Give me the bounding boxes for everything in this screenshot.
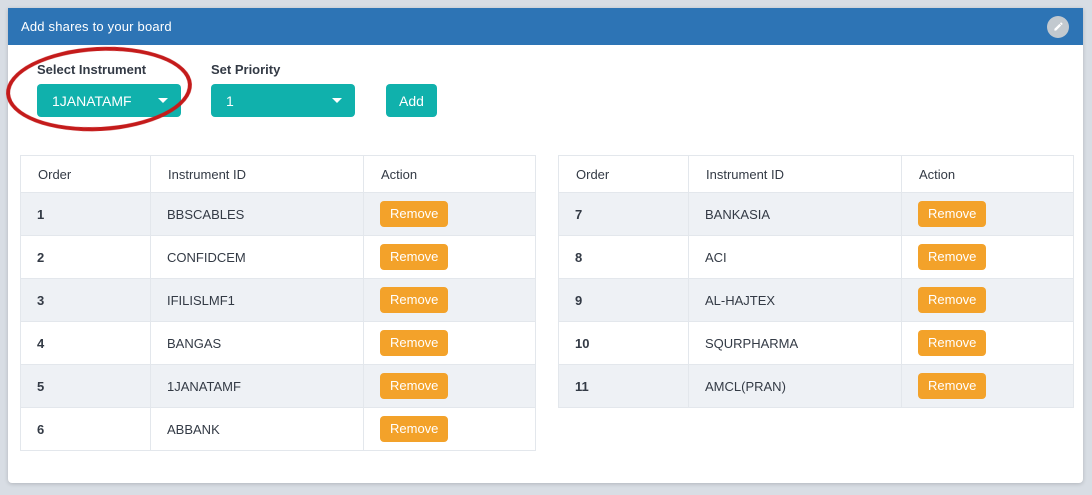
instrument-id-cell: IFILISLMF1 <box>150 278 364 322</box>
order-cell: 11 <box>558 364 689 408</box>
order-cell: 4 <box>20 321 151 365</box>
add-share-form: Select Instrument 1JANATAMF Set Priority… <box>37 62 1083 117</box>
action-cell: Remove <box>363 278 536 322</box>
instrument-id-header: Instrument ID <box>150 155 364 193</box>
edit-button[interactable] <box>1047 15 1069 38</box>
board-table-right: Order Instrument ID Action 7 BANKASIA Remo… <box>558 155 1074 408</box>
table-row: 8 ACI Remove <box>558 235 1074 279</box>
table-row: 10 SQURPHARMA Remove <box>558 321 1074 365</box>
table-header-row: Order Instrument ID Action <box>558 155 1074 193</box>
add-shares-panel: Add shares to your board Select Instrume… <box>8 8 1083 483</box>
priority-selected-value: 1 <box>226 92 234 109</box>
action-cell: Remove <box>363 407 536 451</box>
order-cell: 3 <box>20 278 151 322</box>
action-cell: Remove <box>363 321 536 365</box>
order-cell: 10 <box>558 321 689 365</box>
instrument-id-cell: BANKASIA <box>688 192 902 236</box>
action-cell: Remove <box>363 364 536 408</box>
action-cell: Remove <box>901 278 1074 322</box>
priority-label: Set Priority <box>211 62 281 77</box>
chevron-down-icon <box>332 98 342 103</box>
instrument-id-cell: SQURPHARMA <box>688 321 902 365</box>
order-cell: 5 <box>20 364 151 408</box>
instrument-id-cell: AL-HAJTEX <box>688 278 902 322</box>
order-cell: 2 <box>20 235 151 279</box>
order-cell: 9 <box>558 278 689 322</box>
instrument-group: Select Instrument 1JANATAMF <box>37 62 181 117</box>
remove-button[interactable]: Remove <box>380 244 449 270</box>
board-table-left: Order Instrument ID Action 1 BBSCABLES Rem… <box>20 155 536 451</box>
board-tables: Order Instrument ID Action 1 BBSCABLES Rem… <box>20 155 1083 451</box>
table-header-row: Order Instrument ID Action <box>20 155 536 193</box>
remove-button[interactable]: Remove <box>918 244 987 270</box>
table-row: 9 AL-HAJTEX Remove <box>558 278 1074 322</box>
instrument-id-cell: AMCL(PRAN) <box>688 364 902 408</box>
remove-button[interactable]: Remove <box>918 201 987 227</box>
instrument-id-cell: BANGAS <box>150 321 364 365</box>
panel-header: Add shares to your board <box>8 8 1083 45</box>
table-row: 7 BANKASIA Remove <box>558 192 1074 236</box>
instrument-id-cell: 1JANATAMF <box>150 364 364 408</box>
set-priority-dropdown[interactable]: 1 <box>211 84 355 117</box>
order-header: Order <box>558 155 689 193</box>
action-cell: Remove <box>901 235 1074 279</box>
select-instrument-dropdown[interactable]: 1JANATAMF <box>37 84 181 117</box>
order-cell: 7 <box>558 192 689 236</box>
order-cell: 8 <box>558 235 689 279</box>
action-cell: Remove <box>901 364 1074 408</box>
priority-group: Set Priority 1 <box>211 62 355 117</box>
instrument-id-header: Instrument ID <box>688 155 902 193</box>
order-cell: 6 <box>20 407 151 451</box>
table-row: 3 IFILISLMF1 Remove <box>20 278 536 322</box>
table-row: 1 BBSCABLES Remove <box>20 192 536 236</box>
remove-button[interactable]: Remove <box>380 416 449 442</box>
action-cell: Remove <box>363 235 536 279</box>
remove-button[interactable]: Remove <box>918 287 987 313</box>
instrument-id-cell: BBSCABLES <box>150 192 364 236</box>
remove-button[interactable]: Remove <box>380 330 449 356</box>
chevron-down-icon <box>158 98 168 103</box>
table-row: 5 1JANATAMF Remove <box>20 364 536 408</box>
add-button[interactable]: Add <box>386 84 437 117</box>
action-header: Action <box>901 155 1074 193</box>
instrument-id-cell: ABBANK <box>150 407 364 451</box>
action-cell: Remove <box>901 192 1074 236</box>
instrument-id-cell: CONFIDCEM <box>150 235 364 279</box>
table-row: 6 ABBANK Remove <box>20 407 536 451</box>
table-row: 2 CONFIDCEM Remove <box>20 235 536 279</box>
remove-button[interactable]: Remove <box>918 330 987 356</box>
remove-button[interactable]: Remove <box>918 373 987 399</box>
action-cell: Remove <box>901 321 1074 365</box>
action-header: Action <box>363 155 536 193</box>
instrument-label: Select Instrument <box>37 62 147 77</box>
instrument-selected-value: 1JANATAMF <box>52 92 132 109</box>
action-cell: Remove <box>363 192 536 236</box>
remove-button[interactable]: Remove <box>380 287 449 313</box>
order-cell: 1 <box>20 192 151 236</box>
remove-button[interactable]: Remove <box>380 201 449 227</box>
table-row: 11 AMCL(PRAN) Remove <box>558 364 1074 408</box>
panel-title: Add shares to your board <box>21 19 172 34</box>
pencil-icon <box>1053 21 1064 32</box>
instrument-id-cell: ACI <box>688 235 902 279</box>
remove-button[interactable]: Remove <box>380 373 449 399</box>
order-header: Order <box>20 155 151 193</box>
table-row: 4 BANGAS Remove <box>20 321 536 365</box>
